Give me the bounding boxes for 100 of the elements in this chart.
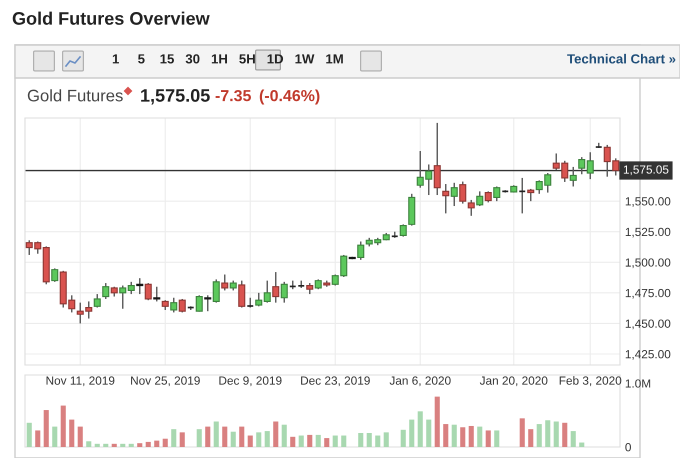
bar	[468, 426, 474, 447]
candlestick	[212, 278, 220, 304]
bar	[128, 444, 134, 447]
bar	[494, 430, 500, 447]
bar	[554, 422, 559, 447]
bar	[324, 438, 330, 447]
candlestick	[238, 280, 246, 308]
candlestick	[314, 278, 322, 290]
bar	[196, 429, 202, 447]
y-tick-label: 0	[625, 443, 631, 452]
bar	[536, 424, 542, 447]
bar	[486, 430, 491, 447]
bar	[171, 429, 176, 447]
candlestick	[468, 199, 475, 217]
bar	[562, 422, 568, 447]
candlestick	[434, 122, 441, 196]
bar	[358, 432, 364, 447]
candlestick	[51, 268, 58, 283]
bar	[230, 432, 236, 447]
candlestick	[442, 183, 450, 214]
candlestick	[178, 298, 186, 314]
candlestick	[493, 186, 500, 202]
candlestick	[357, 240, 364, 261]
y-tick-label: 1.0M	[626, 379, 650, 388]
y-tick-label: 1,525.00	[626, 228, 670, 238]
candlestick	[272, 271, 280, 304]
candlestick	[102, 282, 110, 300]
x-tick-label: Dec 9, 2019	[219, 376, 282, 386]
bar	[26, 422, 32, 447]
bar	[273, 422, 278, 447]
x-tick-label: Nov 25, 2019	[131, 376, 200, 386]
text: Technical Chart »	[567, 54, 676, 64]
bar	[222, 426, 228, 447]
text: -7.35	[216, 90, 251, 102]
x-tick-label: Jan 6, 2020	[390, 376, 451, 386]
y-tick-label: 1,450.00	[626, 319, 670, 330]
bar	[409, 420, 414, 447]
y-tick-label: 1,500.00	[626, 258, 670, 268]
candlestick	[144, 282, 152, 301]
candlestick	[94, 293, 101, 308]
chart-title: Gold Futures Overview	[12, 12, 210, 25]
candlestick	[221, 274, 228, 292]
y-tick-label: 1,550.00	[626, 197, 670, 207]
bar	[214, 422, 219, 447]
bar	[146, 442, 151, 447]
candlestick	[450, 182, 458, 207]
bar	[52, 426, 58, 447]
candlestick	[170, 297, 178, 314]
candlestick	[162, 300, 169, 311]
candlestick	[400, 224, 407, 238]
candlestick	[476, 190, 484, 207]
y-tick-label: 1,425.00	[626, 350, 670, 360]
bar	[434, 396, 440, 447]
bar	[112, 444, 117, 447]
bar	[264, 431, 270, 447]
bar	[384, 432, 389, 447]
bar	[418, 411, 423, 447]
bar	[154, 440, 160, 447]
bar	[460, 427, 466, 447]
text: 1,575.05	[141, 89, 210, 104]
text: 1 5 15 30 1H 5H 1D 1W 1M	[112, 54, 343, 64]
candlestick	[136, 277, 144, 295]
bar	[60, 406, 66, 447]
bar	[375, 436, 380, 447]
bar	[86, 441, 92, 447]
candlestick	[153, 286, 160, 302]
y-tick-label: 1,475.00	[626, 288, 670, 299]
bar	[69, 420, 74, 447]
bar	[282, 424, 287, 447]
candlestick	[484, 190, 492, 204]
bar	[332, 436, 338, 447]
candlestick	[110, 286, 118, 298]
bar	[290, 436, 296, 447]
bar	[162, 438, 168, 447]
bar	[400, 430, 406, 447]
ref-line-label: 1,575.05	[624, 165, 668, 176]
bar	[256, 432, 262, 447]
bar	[307, 434, 312, 447]
bar	[180, 432, 185, 447]
bar	[528, 429, 534, 447]
candlestick	[459, 180, 466, 204]
bar	[120, 444, 126, 447]
bar	[443, 424, 448, 447]
x-tick-label: Nov 11, 2019	[46, 376, 114, 386]
candlestick	[230, 280, 237, 292]
bar	[78, 426, 83, 447]
bar	[44, 410, 49, 447]
candlestick	[306, 282, 314, 295]
x-tick-label: Feb 3, 2020	[560, 376, 622, 386]
bar	[579, 442, 584, 447]
bar	[520, 418, 525, 447]
candlestick	[204, 294, 212, 312]
bar	[239, 426, 244, 447]
candlestick	[280, 281, 288, 304]
x-tick-label: Dec 23, 2019	[301, 376, 370, 386]
chart-subtitle: Gold Futures	[28, 89, 123, 102]
text: (-0.46%)	[260, 90, 320, 104]
candlestick	[570, 166, 577, 188]
x-tick-label: Jan 20, 2020	[480, 376, 548, 386]
bar	[341, 436, 346, 447]
